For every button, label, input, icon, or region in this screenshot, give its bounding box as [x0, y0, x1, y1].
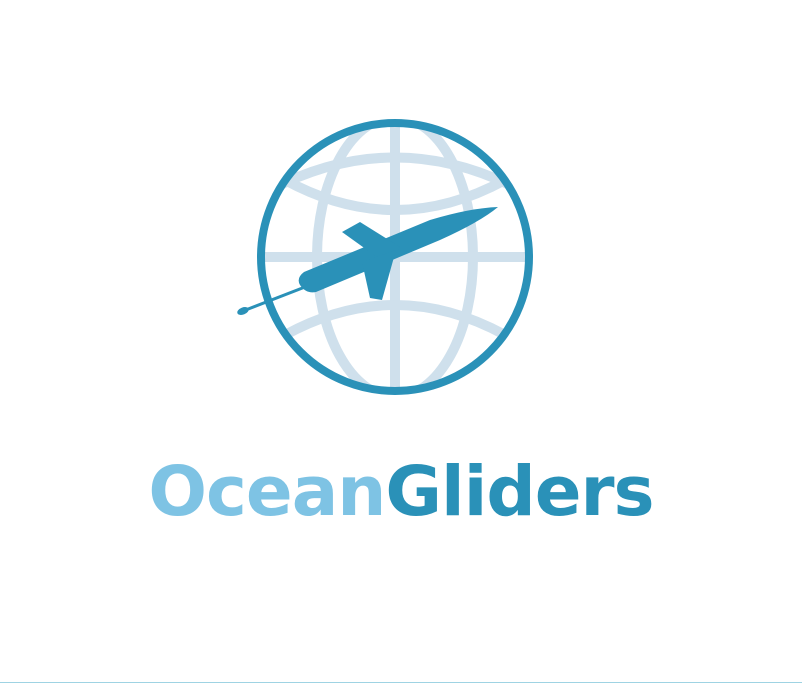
glider-shape	[237, 207, 498, 315]
globe-glider-icon	[237, 119, 533, 395]
globe-ring	[257, 119, 533, 395]
bottom-divider	[0, 682, 802, 683]
globe-grid	[261, 123, 529, 391]
wordmark: OceanGliders	[0, 452, 802, 532]
wordmark-gliders: Gliders	[385, 452, 654, 532]
wordmark-ocean: Ocean	[148, 452, 386, 532]
